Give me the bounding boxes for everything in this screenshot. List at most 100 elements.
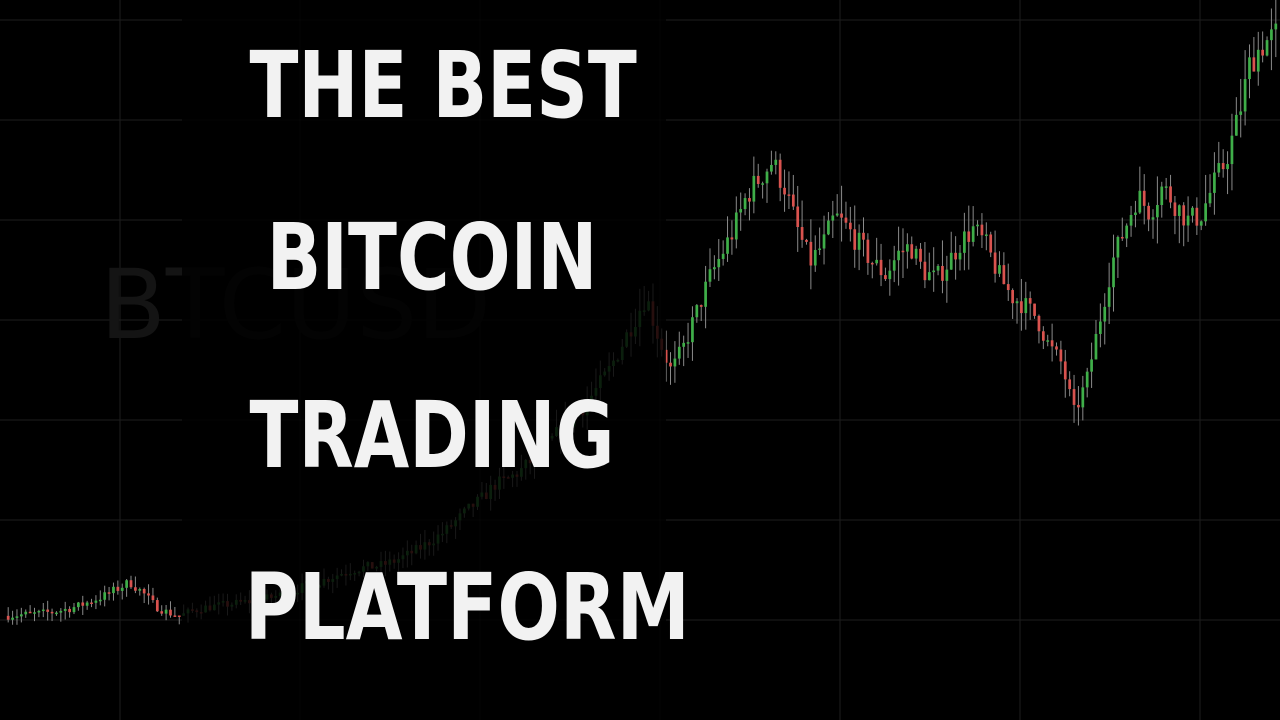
candle-up (112, 586, 115, 594)
candle-up (1081, 387, 1085, 408)
candle-up (717, 258, 721, 268)
candle-up (831, 215, 835, 221)
candle-up (164, 609, 168, 614)
candle-down (809, 241, 813, 266)
candle-up (72, 607, 76, 613)
candle-up (1098, 321, 1102, 334)
candle-up (677, 346, 681, 359)
candle-down (954, 252, 957, 260)
candle-up (765, 171, 769, 184)
candle-down (870, 262, 874, 265)
candle-up (897, 250, 900, 261)
candle-down (169, 609, 172, 616)
candle-up (1199, 221, 1203, 226)
candle-up (1204, 203, 1207, 222)
candle-down (1169, 186, 1172, 203)
candle-up (774, 159, 778, 165)
candle-up (914, 248, 918, 259)
candle-up (1138, 190, 1142, 213)
candle-up (818, 248, 822, 251)
candle-up (713, 267, 716, 270)
candle-up (19, 614, 23, 617)
candle-up (1116, 236, 1120, 258)
candle-down (155, 600, 159, 612)
candle-down (853, 229, 857, 250)
candle-down (910, 244, 914, 259)
candle-down (967, 231, 971, 242)
candle-up (33, 612, 36, 614)
headline-line-2: BITCOIN (266, 204, 598, 311)
candle-down (787, 194, 791, 196)
candle-up (1230, 135, 1234, 165)
candle-down (730, 237, 734, 240)
candle-down (923, 261, 927, 281)
candle-down (901, 250, 905, 253)
candle-up (734, 212, 738, 240)
candle-up (835, 213, 839, 216)
candle-up (63, 608, 67, 611)
candle-down (81, 602, 85, 606)
candle-down (1006, 284, 1010, 291)
candle-up (743, 198, 747, 210)
candle-down (699, 305, 703, 307)
candle-up (906, 244, 909, 252)
candle-down (664, 349, 668, 363)
candle-down (1011, 290, 1014, 304)
candle-up (1085, 371, 1089, 388)
candle-down (160, 611, 164, 614)
candle-up (1094, 333, 1098, 360)
candle-up (857, 232, 861, 250)
candle-up (1191, 207, 1194, 216)
candle-down (1028, 298, 1032, 304)
candle-up (752, 175, 756, 202)
candle-up (704, 281, 707, 307)
candle-down (1055, 346, 1058, 350)
candle-down (778, 159, 782, 188)
candle-down (919, 248, 922, 262)
candle-up (24, 611, 28, 615)
candle-up (1046, 340, 1050, 342)
candle-up (822, 234, 826, 249)
candle-up (1243, 79, 1247, 112)
candle-up (1151, 217, 1155, 220)
candle-down (1033, 303, 1036, 316)
candle-up (726, 237, 729, 254)
candle-down (1020, 301, 1023, 314)
headline-line-4: PLATFORM (244, 554, 690, 661)
candle-up (770, 164, 773, 172)
candle-up (120, 587, 124, 591)
candle-up (888, 270, 892, 280)
candle-down (783, 187, 786, 195)
candle-down (50, 611, 54, 614)
candle-up (1256, 49, 1260, 72)
candle-down (1120, 236, 1124, 239)
candle-down (669, 362, 672, 367)
candle-up (673, 358, 677, 367)
candle-up (936, 265, 940, 271)
candle-up (695, 305, 699, 318)
candle-down (6, 615, 10, 620)
candle-up (984, 234, 988, 236)
candle-down (1059, 349, 1063, 362)
candle-down (1182, 205, 1186, 226)
candle-up (892, 260, 896, 271)
candle-up (1248, 57, 1251, 80)
candle-up (37, 610, 41, 613)
candle-down (748, 198, 751, 202)
candle-down (28, 611, 32, 614)
candle-up (827, 220, 830, 235)
candle-down (848, 222, 852, 230)
candle-down (129, 580, 133, 588)
candle-down (862, 232, 865, 240)
candle-up (708, 269, 712, 282)
candle-up (1270, 29, 1273, 41)
candle-down (151, 595, 155, 601)
candle-up (1265, 40, 1269, 56)
candle-up (813, 249, 817, 266)
candle-up (721, 253, 725, 259)
headline-line-3: TRADING (249, 382, 615, 489)
candle-down (46, 609, 50, 612)
candle-up (686, 342, 690, 344)
candle-down (980, 224, 984, 236)
